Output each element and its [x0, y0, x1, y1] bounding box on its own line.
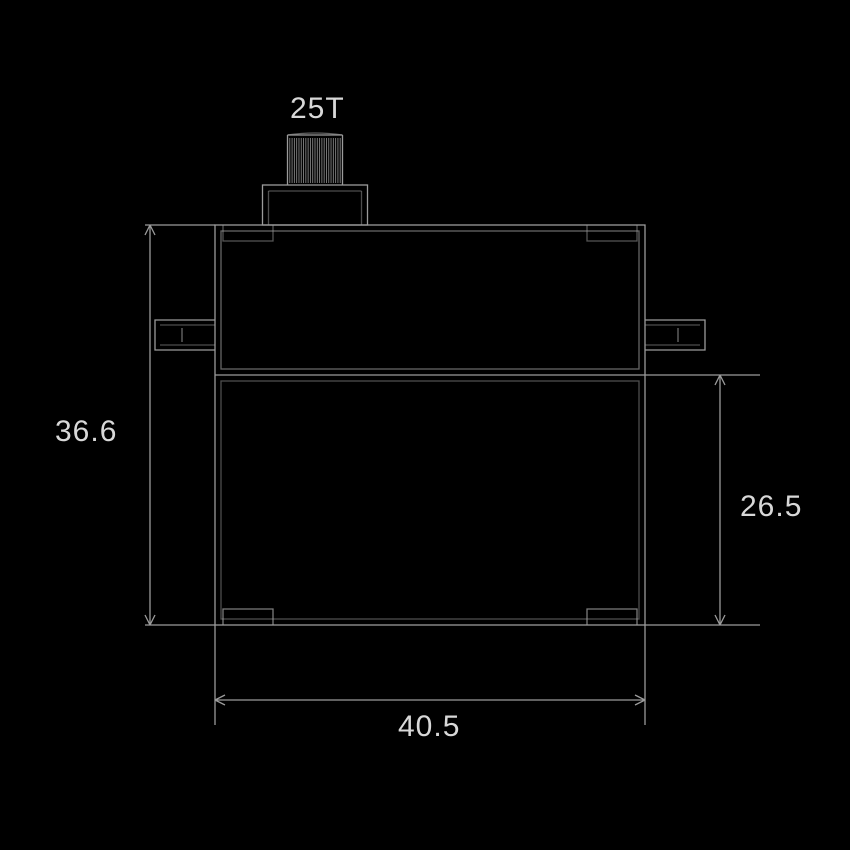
height-full-label: 36.6	[55, 415, 117, 449]
width-label: 40.5	[398, 710, 460, 744]
height-lower-label: 26.5	[740, 490, 802, 524]
spline-label: 25T	[290, 92, 345, 126]
